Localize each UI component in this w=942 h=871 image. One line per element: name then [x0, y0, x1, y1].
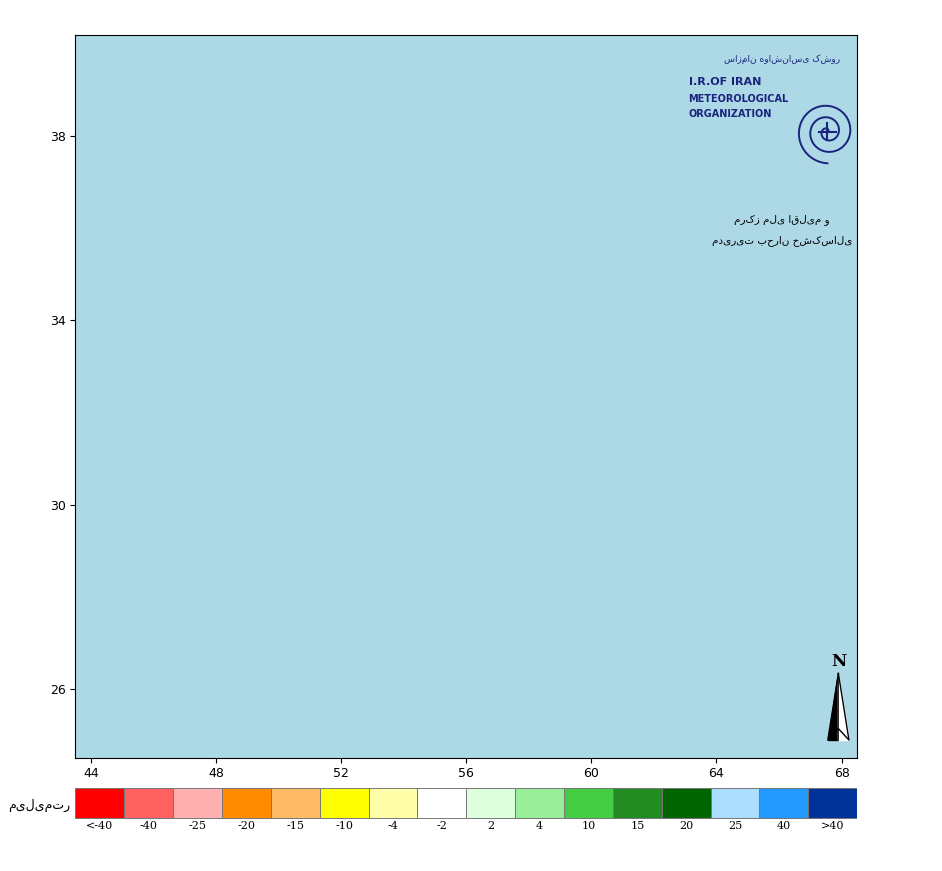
- Text: میلیمتر: میلیمتر: [8, 799, 71, 812]
- FancyBboxPatch shape: [759, 788, 808, 818]
- FancyBboxPatch shape: [661, 788, 710, 818]
- Text: -40: -40: [139, 820, 157, 831]
- FancyBboxPatch shape: [515, 788, 564, 818]
- Text: METEOROLOGICAL: METEOROLOGICAL: [689, 94, 788, 104]
- Text: >40: >40: [821, 820, 845, 831]
- Text: I.R.OF IRAN: I.R.OF IRAN: [689, 78, 761, 87]
- FancyBboxPatch shape: [808, 788, 857, 818]
- Text: 20: 20: [679, 820, 693, 831]
- Text: 40: 40: [777, 820, 791, 831]
- Text: 15: 15: [630, 820, 644, 831]
- Text: -4: -4: [387, 820, 398, 831]
- Text: 2: 2: [487, 820, 495, 831]
- Text: مرکز ملی اقلیم و: مرکز ملی اقلیم و: [734, 214, 830, 225]
- Text: 25: 25: [728, 820, 742, 831]
- Polygon shape: [838, 673, 849, 740]
- FancyBboxPatch shape: [75, 788, 124, 818]
- Text: -20: -20: [237, 820, 255, 831]
- FancyBboxPatch shape: [710, 788, 759, 818]
- FancyBboxPatch shape: [271, 788, 319, 818]
- FancyBboxPatch shape: [173, 788, 222, 818]
- FancyBboxPatch shape: [417, 788, 466, 818]
- Text: N: N: [831, 653, 846, 671]
- FancyBboxPatch shape: [368, 788, 417, 818]
- FancyBboxPatch shape: [222, 788, 271, 818]
- Polygon shape: [828, 673, 838, 740]
- Text: -2: -2: [436, 820, 447, 831]
- FancyBboxPatch shape: [466, 788, 515, 818]
- FancyBboxPatch shape: [319, 788, 368, 818]
- Text: مدیریت بحران خشکسالی: مدیریت بحران خشکسالی: [711, 235, 853, 246]
- Text: ORGANIZATION: ORGANIZATION: [689, 109, 772, 118]
- Text: -10: -10: [335, 820, 353, 831]
- Text: <-40: <-40: [86, 820, 113, 831]
- Text: 10: 10: [581, 820, 595, 831]
- Text: -15: -15: [286, 820, 304, 831]
- Text: 4: 4: [536, 820, 544, 831]
- Text: سازمان هواشناسی کشور: سازمان هواشناسی کشور: [723, 54, 840, 64]
- FancyBboxPatch shape: [613, 788, 661, 818]
- Text: -25: -25: [188, 820, 206, 831]
- FancyBboxPatch shape: [124, 788, 173, 818]
- FancyBboxPatch shape: [564, 788, 613, 818]
